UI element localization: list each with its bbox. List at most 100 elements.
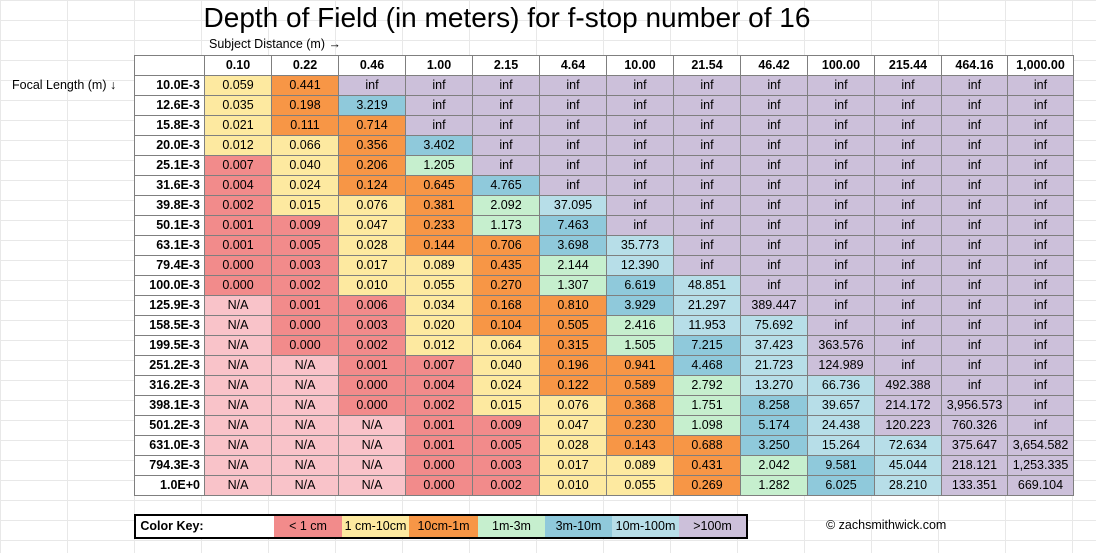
data-cell: inf xyxy=(740,155,808,176)
data-cell: inf xyxy=(606,95,674,116)
data-cell: 0.003 xyxy=(271,255,339,276)
data-cell: inf xyxy=(807,235,875,256)
data-cell: 2.416 xyxy=(606,315,674,336)
data-cell: inf xyxy=(673,215,741,236)
data-cell: 0.010 xyxy=(338,275,406,296)
data-cell: 0.005 xyxy=(271,235,339,256)
data-cell: 0.111 xyxy=(271,115,339,136)
row-label: 31.6E-3 xyxy=(134,175,205,196)
data-cell: 8.258 xyxy=(740,395,808,416)
data-cell: inf xyxy=(673,255,741,276)
data-cell: inf xyxy=(673,135,741,156)
data-cell: 760.326 xyxy=(941,415,1008,436)
data-cell: 4.468 xyxy=(673,355,741,376)
data-cell: 0.059 xyxy=(204,75,272,96)
data-cell: inf xyxy=(941,115,1008,136)
column-header: 4.64 xyxy=(539,55,607,76)
data-cell: inf xyxy=(1007,315,1074,336)
data-cell: 0.206 xyxy=(338,155,406,176)
column-header: 21.54 xyxy=(673,55,741,76)
data-cell: 1.098 xyxy=(673,415,741,436)
data-cell: 0.435 xyxy=(472,255,540,276)
row-label: 398.1E-3 xyxy=(134,395,205,416)
data-cell: inf xyxy=(740,215,808,236)
data-cell: inf xyxy=(673,175,741,196)
data-cell: N/A xyxy=(204,395,272,416)
color-key-label: Color Key: xyxy=(136,516,208,537)
data-cell: inf xyxy=(539,155,607,176)
data-cell: 3.698 xyxy=(539,235,607,256)
data-cell: 0.000 xyxy=(204,275,272,296)
data-cell: inf xyxy=(807,255,875,276)
data-cell: 0.196 xyxy=(539,355,607,376)
data-cell: 0.714 xyxy=(338,115,406,136)
data-cell: 1,253.335 xyxy=(1007,455,1074,476)
data-cell: inf xyxy=(1007,395,1074,416)
data-cell: inf xyxy=(941,175,1008,196)
data-cell: 0.005 xyxy=(472,435,540,456)
data-cell: 0.017 xyxy=(539,455,607,476)
data-cell: 0.000 xyxy=(271,315,339,336)
data-cell: inf xyxy=(874,355,942,376)
column-header: 464.16 xyxy=(941,55,1008,76)
data-cell: 0.810 xyxy=(539,295,607,316)
row-label: 158.5E-3 xyxy=(134,315,205,336)
data-cell: inf xyxy=(606,175,674,196)
column-header: 10.00 xyxy=(606,55,674,76)
data-cell: 11.953 xyxy=(673,315,741,336)
row-label: 631.0E-3 xyxy=(134,435,205,456)
data-cell: 0.055 xyxy=(405,275,473,296)
data-cell: inf xyxy=(941,315,1008,336)
data-cell: inf xyxy=(673,235,741,256)
data-cell: 0.055 xyxy=(606,475,674,496)
data-cell: inf xyxy=(807,95,875,116)
data-cell: 0.000 xyxy=(405,475,473,496)
data-cell: inf xyxy=(807,195,875,216)
data-cell: N/A xyxy=(271,375,339,396)
data-cell: 1.505 xyxy=(606,335,674,356)
data-cell: 0.040 xyxy=(472,355,540,376)
data-cell: 0.001 xyxy=(405,435,473,456)
data-cell: inf xyxy=(472,115,540,136)
data-cell: 0.040 xyxy=(271,155,339,176)
data-cell: inf xyxy=(874,155,942,176)
data-cell: 0.066 xyxy=(271,135,339,156)
data-cell: 0.645 xyxy=(405,175,473,196)
data-cell: 3.250 xyxy=(740,435,808,456)
table-row: 79.4E-3 0.000 0.003 0.017 0.089 0.435 2.144 12.… xyxy=(134,255,1074,276)
data-cell: N/A xyxy=(204,455,272,476)
data-cell: 0.028 xyxy=(338,235,406,256)
data-cell: 0.004 xyxy=(204,175,272,196)
data-cell: 0.441 xyxy=(271,75,339,96)
data-cell: 0.020 xyxy=(405,315,473,336)
row-label: 199.5E-3 xyxy=(134,335,205,356)
data-cell: 0.000 xyxy=(271,335,339,356)
data-cell: inf xyxy=(941,215,1008,236)
data-cell: 0.381 xyxy=(405,195,473,216)
data-cell: 3,654.582 xyxy=(1007,435,1074,456)
data-cell: inf xyxy=(740,135,808,156)
data-cell: 2.092 xyxy=(472,195,540,216)
data-cell: inf xyxy=(807,135,875,156)
data-cell: N/A xyxy=(204,415,272,436)
data-cell: 0.356 xyxy=(338,135,406,156)
data-cell: inf xyxy=(1007,115,1074,136)
data-cell: inf xyxy=(673,75,741,96)
data-cell: inf xyxy=(807,215,875,236)
chart-title: Depth of Field (in meters) for f-stop nu… xyxy=(203,2,811,33)
data-cell: inf xyxy=(874,275,942,296)
data-cell: 389.447 xyxy=(740,295,808,316)
data-cell: 218.121 xyxy=(941,455,1008,476)
table-row: 501.2E-3 N/A N/A N/A 0.001 0.009 0.047 0.230 1.0… xyxy=(134,415,1074,436)
data-cell: inf xyxy=(472,95,540,116)
table-row: 100.0E-3 0.000 0.002 0.010 0.055 0.270 1.307 6.… xyxy=(134,275,1074,296)
data-cell: 66.736 xyxy=(807,375,875,396)
data-cell: inf xyxy=(1007,95,1074,116)
data-cell: 5.174 xyxy=(740,415,808,436)
data-cell: inf xyxy=(539,135,607,156)
data-cell: 37.095 xyxy=(539,195,607,216)
data-cell: 0.010 xyxy=(539,475,607,496)
data-cell: 0.028 xyxy=(539,435,607,456)
data-cell: 0.047 xyxy=(539,415,607,436)
table-row: 1.0E+0 N/A N/A N/A 0.000 0.002 0.010 0.055 0.269… xyxy=(134,475,1074,496)
